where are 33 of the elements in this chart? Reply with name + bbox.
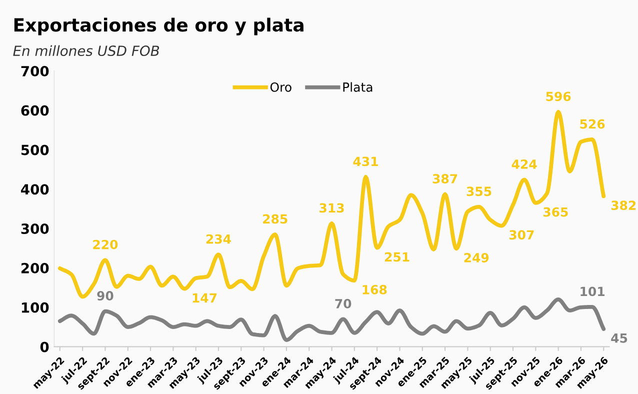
legend-label: Plata: [343, 82, 372, 92]
data-label: 147: [192, 293, 217, 302]
data-label: 307: [509, 230, 534, 240]
data-label: 526: [580, 119, 605, 129]
data-label: 90: [97, 291, 114, 301]
data-label: 101: [580, 286, 604, 296]
y-tick-label: 0: [40, 342, 49, 352]
y-tick-label: 600: [21, 105, 49, 116]
data-label: 596: [546, 92, 571, 102]
chart-subtitle: En millones USD FOB: [13, 45, 160, 56]
data-label: 355: [466, 186, 492, 196]
legend-label: Oro: [270, 82, 292, 92]
chart-title: Exportaciones de oro y plata: [14, 18, 304, 36]
data-label: 382: [611, 200, 636, 210]
data-label: 365: [543, 207, 568, 217]
data-label: 424: [512, 159, 537, 169]
y-tick-label: 700: [21, 66, 49, 76]
data-label: 251: [385, 252, 410, 262]
data-label: 45: [611, 334, 628, 343]
data-label: 220: [93, 240, 118, 250]
y-tick-label: 300: [21, 223, 49, 234]
y-tick-label: 200: [21, 262, 49, 274]
data-label: 234: [206, 234, 231, 244]
data-label: 285: [263, 214, 288, 224]
y-tick-label: 500: [21, 144, 49, 156]
y-tick-label: 400: [21, 184, 49, 195]
data-label: 168: [362, 284, 387, 294]
data-label: 313: [320, 203, 344, 213]
data-label: 70: [335, 298, 352, 308]
data-label: 387: [432, 174, 458, 184]
data-label: 249: [464, 253, 489, 262]
y-tick-label: 100: [22, 302, 49, 313]
data-label: 431: [353, 156, 378, 166]
